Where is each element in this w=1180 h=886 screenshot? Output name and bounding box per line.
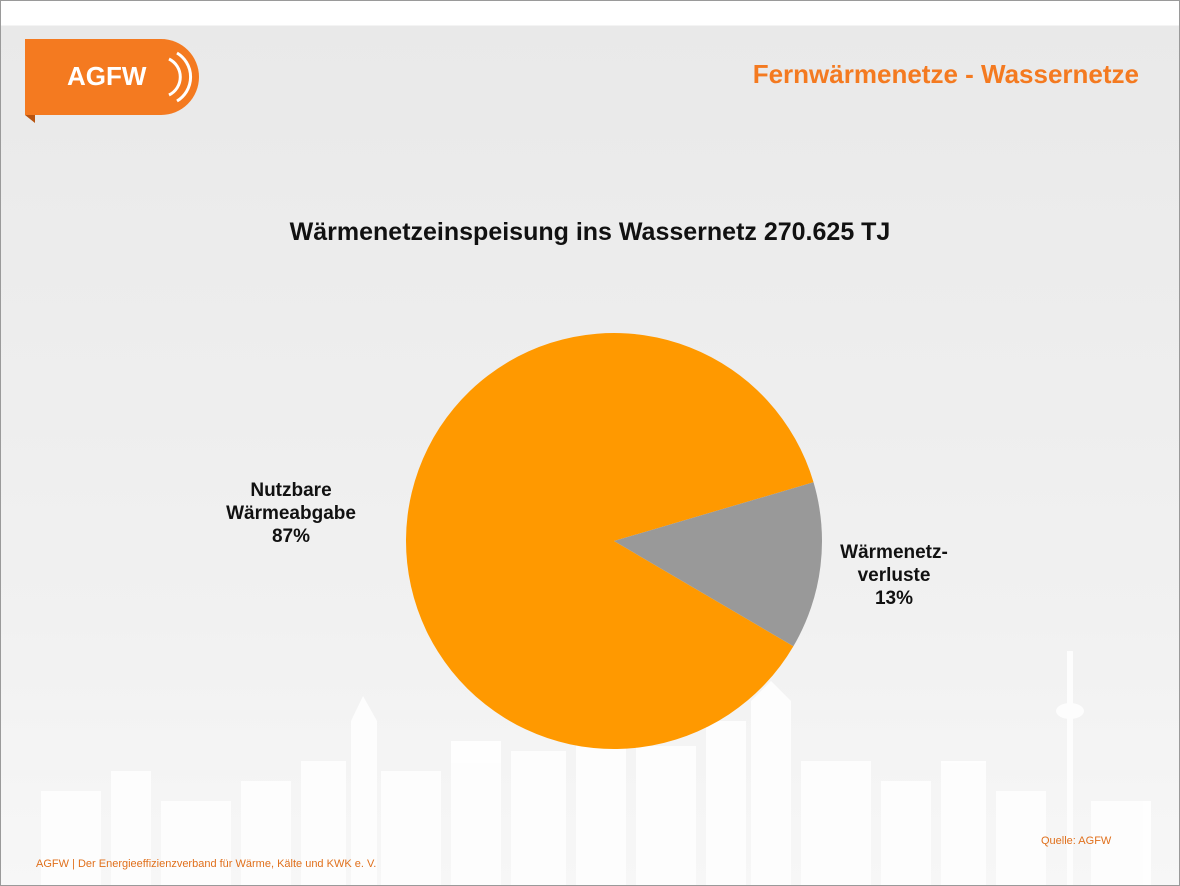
pie-slice (614, 482, 822, 647)
pie (406, 333, 822, 749)
logo-arcs (168, 51, 193, 103)
slice-value: 87% (271, 526, 311, 547)
pie-slice (406, 333, 814, 749)
slice-value: 13% (874, 588, 914, 609)
header: Fernwärmenetze - Wassernetze (752, 59, 1139, 89)
skyline (41, 651, 1151, 885)
slice-label: Nutzbare Wärmeabgabe (226, 480, 356, 524)
source: Quelle: AGFW (1041, 835, 1112, 847)
slice-label: Wärmenetz- verluste (840, 542, 948, 586)
logo-text: AGFW (67, 61, 147, 91)
logo-tab (25, 39, 199, 115)
footer: AGFW | Der Energieeffizienzverband für W… (36, 858, 377, 870)
logo-fold (25, 115, 35, 123)
chart-title: Wärmenetzeinspeisung ins Wassernetz 270.… (289, 218, 891, 246)
